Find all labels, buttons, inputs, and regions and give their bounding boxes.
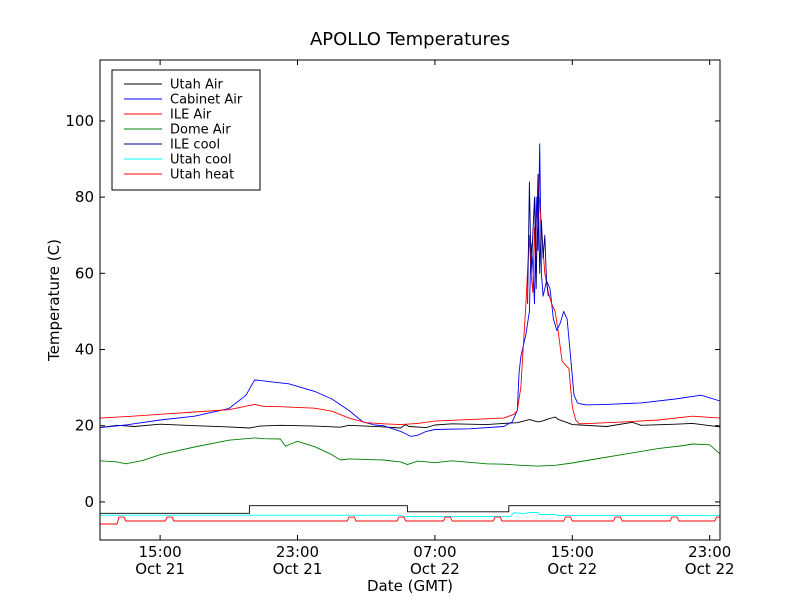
legend-label-ile-air: ILE Air — [170, 108, 212, 123]
legend-label-utah-heat: Utah heat — [170, 168, 234, 183]
legend-label-utah-air: Utah Air — [170, 78, 223, 93]
legend-label-cabinet-air: Cabinet Air — [170, 93, 243, 108]
series-line-cabinet-air — [99, 143, 721, 437]
x-tick-label-time: 23:00 — [276, 543, 319, 561]
series-line-status-7 — [100, 505, 720, 514]
y-tick-label: 100 — [65, 112, 94, 130]
plot-frame — [99, 59, 721, 541]
series-line-ile-cool — [527, 173, 549, 304]
y-tick-label: 20 — [75, 417, 94, 435]
legend-label-ile-cool: ILE cool — [170, 138, 220, 153]
x-tick-label-time: 15:00 — [138, 543, 181, 561]
series-line-utah-heat — [100, 516, 720, 525]
series-line-ile-air — [99, 173, 721, 426]
x-tick-label-date: Oct 21 — [273, 560, 323, 578]
x-tick-label-time: 07:00 — [413, 543, 456, 561]
x-tick-label-time: 23:00 — [688, 543, 731, 561]
x-tick-label-time: 15:00 — [551, 543, 594, 561]
y-tick-label: 80 — [75, 188, 94, 206]
legend-label-dome-air: Dome Air — [170, 123, 231, 138]
legend-box — [111, 69, 261, 191]
y-tick-label: 0 — [84, 493, 94, 511]
chart-title: APOLLO Temperatures — [310, 29, 510, 50]
series-layer — [99, 143, 721, 525]
x-tick-label-date: Oct 22 — [410, 560, 460, 578]
x-tick-label-date: Oct 21 — [135, 560, 185, 578]
y-tick-label: 40 — [75, 341, 94, 359]
y-axis-label: Temperature (C) — [45, 239, 63, 362]
x-tick-label-date: Oct 22 — [685, 560, 735, 578]
y-tick-label: 60 — [75, 264, 94, 282]
x-axis-label: Date (GMT) — [367, 577, 453, 595]
series-line-utah-cool — [100, 512, 720, 517]
series-line-utah-air — [99, 416, 721, 429]
x-tick-label-date: Oct 22 — [547, 560, 597, 578]
legend-label-utah-cool: Utah cool — [170, 153, 232, 168]
series-line-dome-air — [99, 437, 721, 467]
